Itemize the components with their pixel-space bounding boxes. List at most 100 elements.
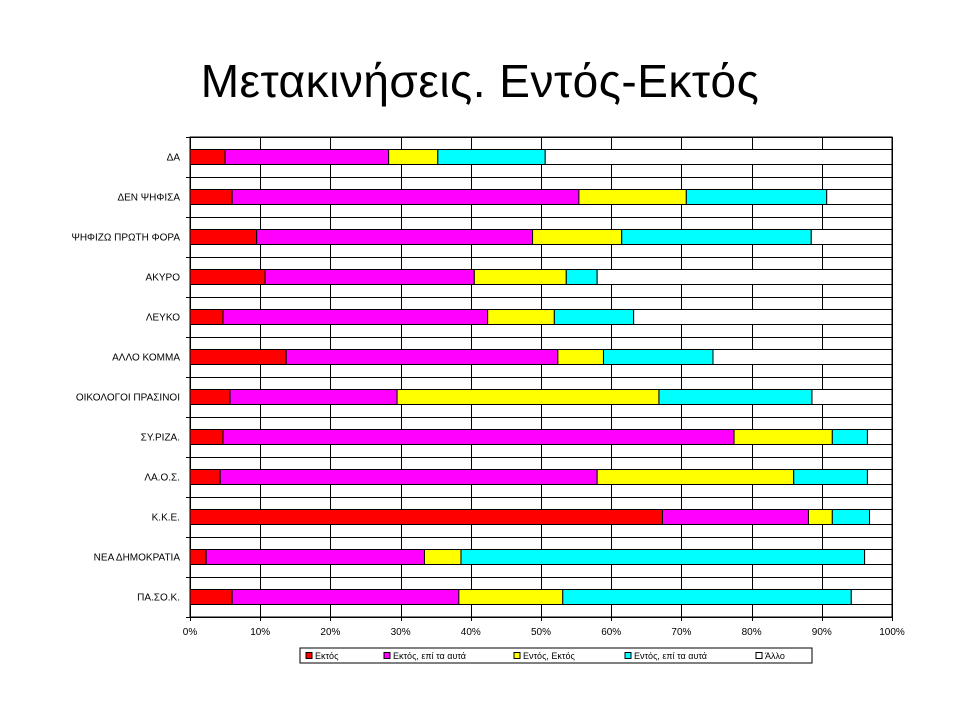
category-label: Κ.Κ.Ε. [152, 513, 180, 524]
bar-segment [189, 389, 231, 405]
bar-segment [189, 309, 224, 325]
bar-segment [602, 349, 714, 365]
bar-segment [231, 589, 460, 605]
x-tick-label: 20% [320, 627, 340, 638]
bar-segment [866, 469, 893, 485]
bar-segment [222, 309, 489, 325]
bar-segment [189, 229, 258, 245]
bar-segment [869, 509, 893, 525]
bar-segment [487, 309, 555, 325]
category-label: ΣΥ.ΡΙΖΑ. [141, 433, 180, 444]
bar-segment [388, 149, 439, 165]
chart-title: Μετακινήσεις. Εντός-Εκτός [200, 55, 760, 107]
category-label: ΟΙΚΟΛΟΓΟΙ ΠΡΑΣΙΝΟΙ [76, 393, 180, 404]
bar-segment [231, 189, 580, 205]
bar-segment [189, 149, 226, 165]
bar-segment [685, 189, 828, 205]
category-label: ΑΚΥΡΟ [146, 273, 181, 284]
category-label: ΠΑ.ΣΟ.Κ. [137, 593, 180, 604]
bar-segment [557, 349, 604, 365]
bar-segment [544, 149, 893, 165]
bar-segment [189, 549, 207, 565]
bar-segment [189, 429, 224, 445]
bar-segment [437, 149, 546, 165]
bar-segment [205, 549, 425, 565]
y-axis-labels: ΔΑ ΔΕΝ ΨΗΦΙΣΑ ΨΗΦΙΖΩ ΠΡΩΤΗ ΦΟΡΑ ΑΚΥΡΟ ΛΕΥΚΟ Α… [71, 153, 180, 604]
bar-segment [596, 469, 795, 485]
legend-swatch [305, 652, 313, 659]
bar-segment [866, 429, 893, 445]
bar-segment [658, 389, 813, 405]
bar-segment [562, 589, 852, 605]
x-tick-label: 10% [250, 627, 270, 638]
x-tick-label: 50% [531, 627, 551, 638]
bar-segment [222, 429, 735, 445]
bar-segment [189, 589, 233, 605]
x-tick-label: 80% [742, 627, 762, 638]
bar-segment [810, 229, 893, 245]
bar-segment [811, 389, 893, 405]
category-label: ΔΑ [167, 153, 181, 164]
category-label: ΨΗΦΙΖΩ ΠΡΩΤΗ ΦΟΡΑ [71, 233, 180, 244]
x-tick-label: 90% [812, 627, 832, 638]
bar-segment [532, 229, 623, 245]
legend: Εκτός Εκτός, επί τα αυτά Εντός, Εκτός Εντός… [299, 647, 813, 664]
bar-segment [219, 469, 598, 485]
bar-segment [189, 269, 266, 285]
bar-segment [864, 549, 893, 565]
category-label: ΔΕΝ ΨΗΦΙΣΑ [117, 193, 180, 204]
bars [189, 149, 893, 605]
bar-segment [831, 509, 871, 525]
bar-segment [224, 149, 390, 165]
bar-segment [831, 429, 868, 445]
legend-label: Εντός, επί τα αυτά [634, 651, 707, 661]
x-tick-label: 40% [461, 627, 481, 638]
x-tick-label: 30% [391, 627, 411, 638]
category-label: ΛΑ.Ο.Σ. [144, 473, 180, 484]
bar-segment [578, 189, 687, 205]
category-label: ΝΕΑ ΔΗΜΟΚΡΑΤΙΑ [94, 553, 181, 564]
bar-segment [473, 269, 567, 285]
legend-swatch [624, 652, 632, 659]
legend-label: Εκτός [315, 651, 339, 661]
bar-segment [285, 349, 559, 365]
bar-segment [189, 349, 287, 365]
bar-segment [712, 349, 893, 365]
bar-segment [229, 389, 398, 405]
category-label: ΑΛΛΟ ΚΟΜΜΑ [112, 353, 180, 364]
bar-segment [396, 389, 660, 405]
legend-box [299, 647, 813, 664]
bar-segment [850, 589, 893, 605]
x-tick-label: 100% [879, 627, 905, 638]
legend-label: Άλλο [765, 651, 785, 661]
legend-swatch [755, 652, 763, 659]
bar-segment [621, 229, 812, 245]
bar-segment [423, 549, 462, 565]
bar-segment [264, 269, 475, 285]
x-tick-label: 0% [183, 627, 198, 638]
legend-swatch [383, 652, 391, 659]
bar-segment [189, 189, 233, 205]
bar-segment [256, 229, 534, 245]
category-label: ΛΕΥΚΟ [146, 313, 180, 324]
bar-segment [596, 269, 893, 285]
gridlines [186, 137, 893, 621]
legend-label: Εντός, Εκτός [523, 651, 575, 661]
bar-segment [189, 509, 663, 525]
x-tick-label: 60% [601, 627, 621, 638]
bar-segment [733, 429, 833, 445]
bar-segment [793, 469, 868, 485]
bar-segment [807, 509, 833, 525]
x-axis-labels: 0% 10% 20% 30% 40% 50% 60% 70% 80% 90% 100% [183, 627, 905, 638]
bar-segment [189, 469, 221, 485]
bar-segment [458, 589, 564, 605]
bar-segment [661, 509, 809, 525]
bar-segment [553, 309, 635, 325]
legend-swatch [513, 652, 521, 659]
bar-segment [565, 269, 598, 285]
bar-segment [460, 549, 866, 565]
bar-segment [826, 189, 893, 205]
x-tick-label: 70% [671, 627, 691, 638]
legend-label: Εκτός, επί τα αυτά [393, 651, 466, 661]
